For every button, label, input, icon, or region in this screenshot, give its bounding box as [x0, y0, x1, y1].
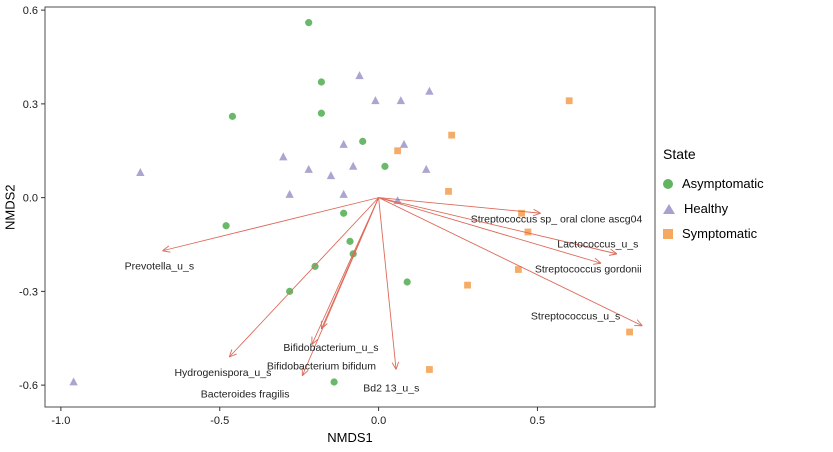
species-vector-label: Bifidobacterium_u_s [283, 342, 378, 354]
data-point-healthy [399, 139, 409, 148]
legend-item-label: Healthy [684, 201, 729, 216]
species-vector-label: Bacteroides fragilis [201, 389, 290, 401]
species-vector-arrowhead [311, 338, 319, 345]
x-tick-label: 0.5 [530, 415, 545, 427]
species-vector-arrow [162, 197, 379, 252]
data-point-healthy [285, 189, 294, 198]
data-point-healthy [69, 377, 78, 386]
legend-item-symptomatic: Symptomatic [663, 226, 764, 241]
legend-item-label: Asymptomatic [682, 176, 764, 191]
data-point-healthy [425, 86, 434, 95]
species-vector-arrowhead [532, 212, 541, 217]
data-point-symptomatic [394, 147, 402, 155]
data-point-symptomatic [464, 281, 471, 289]
legend: State Asymptomatic Healthy Symptomatic [663, 146, 764, 251]
data-point-symptomatic [626, 328, 633, 336]
data-point-asymptomatic [330, 378, 338, 386]
data-point-healthy [396, 96, 406, 105]
species-vector-arrowhead [533, 208, 541, 214]
data-point-asymptomatic [228, 112, 237, 120]
y-tick-label: 0.6 [23, 5, 38, 17]
species-vector-label: Streptococcus_u_s [531, 311, 620, 323]
data-point-symptomatic [448, 131, 456, 139]
legend-title: State [663, 146, 696, 162]
data-point-healthy [339, 139, 348, 148]
data-point-symptomatic [445, 187, 452, 195]
y-tick-label: -0.6 [19, 380, 38, 392]
data-point-asymptomatic [340, 209, 348, 217]
x-tick-label: -0.5 [210, 415, 229, 427]
species-vector-arrowhead [608, 253, 617, 256]
data-point-healthy [304, 164, 313, 173]
data-point-symptomatic [514, 266, 522, 273]
species-vector-label: Streptococcus gordonii [535, 264, 642, 276]
data-point-asymptomatic [403, 278, 411, 286]
legend-item-asymptomatic: Asymptomatic [663, 176, 764, 191]
y-tick-label: -0.3 [19, 286, 38, 298]
x-tick-label: 0.0 [371, 415, 386, 427]
data-point-healthy [326, 171, 336, 180]
species-vector-arrow [378, 197, 617, 255]
species-vector-arrow [378, 197, 602, 264]
species-vector-label: Prevotella_u_s [125, 261, 194, 273]
data-point-asymptomatic [222, 222, 230, 230]
species-vector-label: Bd2 13_u_s [363, 382, 419, 394]
x-tick-label: -1.0 [51, 415, 70, 427]
species-vector-arrowhead [228, 349, 233, 358]
data-point-asymptomatic [317, 109, 326, 117]
x-axis-title: NMDS1 [327, 430, 373, 445]
data-point-asymptomatic [317, 78, 326, 86]
species-vector-arrow [320, 197, 380, 330]
species-vector-arrow [378, 197, 541, 214]
data-point-healthy [393, 196, 402, 205]
legend-items: Asymptomatic Healthy Symptomatic [663, 176, 764, 241]
species-vector-arrowhead [610, 248, 618, 255]
species-vector-arrowhead [321, 323, 328, 330]
data-point-healthy [339, 189, 348, 198]
data-point-symptomatic [518, 209, 525, 217]
plot-panel [44, 6, 656, 408]
data-point-asymptomatic [305, 19, 313, 27]
data-point-healthy [422, 164, 431, 173]
species-vector-arrow [378, 197, 643, 327]
triangle-marker-icon [663, 203, 675, 214]
species-vector-arrow [228, 197, 379, 358]
data-point-healthy [371, 96, 380, 105]
species-vector-arrowhead [162, 245, 170, 252]
square-marker-icon [663, 228, 673, 239]
species-vector-arrowhead [594, 257, 602, 264]
data-point-asymptomatic [359, 137, 367, 145]
data-point-healthy [279, 152, 288, 161]
data-point-symptomatic [524, 228, 532, 236]
data-point-healthy [348, 161, 358, 170]
circle-marker-icon [663, 178, 673, 189]
y-axis-title: NMDS2 [2, 184, 18, 230]
y-tick-label: 0.3 [23, 99, 38, 111]
data-point-symptomatic [426, 366, 433, 373]
species-vector-label: Hydrogenispora_u_s [174, 367, 271, 379]
species-vector-label: Bifidobacterium bifidum [267, 361, 376, 373]
data-point-asymptomatic [311, 262, 319, 270]
species-vector-arrowhead [395, 361, 400, 370]
species-vector-arrowhead [636, 319, 643, 327]
species-vector-arrowhead [391, 362, 397, 370]
data-point-asymptomatic [286, 287, 294, 295]
data-point-asymptomatic [346, 237, 354, 245]
legend-item-healthy: Healthy [663, 201, 764, 216]
species-vector-label: Streptococcus sp_ oral clone ascg04 [471, 214, 643, 226]
species-vector-arrowhead [162, 250, 171, 253]
data-point-asymptomatic [381, 162, 389, 170]
y-tick-label: 0.0 [23, 193, 38, 205]
legend-item-label: Symptomatic [682, 226, 758, 241]
data-point-symptomatic [565, 97, 573, 105]
data-point-healthy [355, 71, 364, 80]
species-vector-label: Lactococcus_u_s [557, 239, 638, 251]
species-vector-arrow [378, 197, 397, 370]
species-vector-arrowhead [302, 369, 309, 377]
species-vector-arrowhead [229, 353, 237, 358]
data-point-healthy [136, 168, 145, 177]
species-vector-arrowhead [593, 262, 602, 265]
